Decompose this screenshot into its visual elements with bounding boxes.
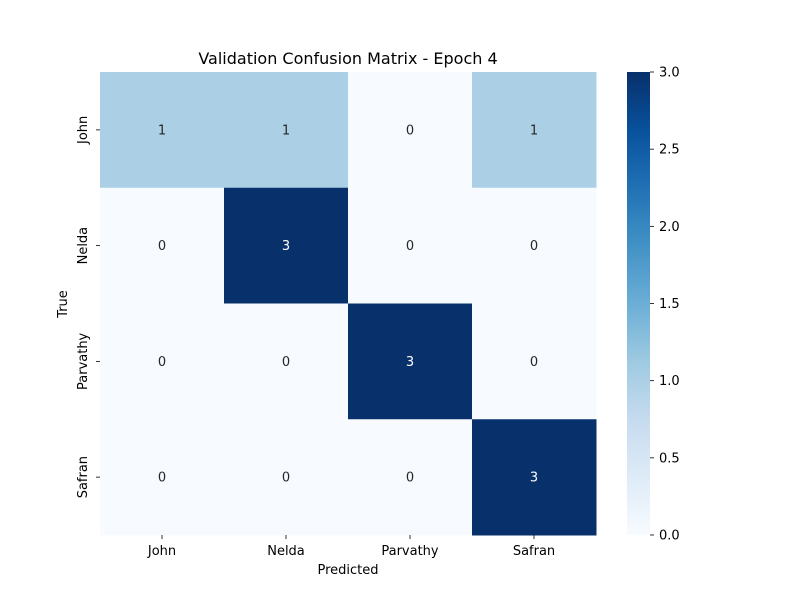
heatmap-cell (472, 72, 597, 189)
cell-value-label: 0 (406, 471, 414, 486)
cell-value-label: 3 (530, 471, 538, 486)
heatmap-cell (100, 72, 225, 189)
cell-value-label: 0 (406, 123, 414, 138)
colorbar-tick-label: 1.0 (659, 374, 680, 389)
colorbar-tick-label: 0.0 (659, 529, 680, 544)
colorbar-tick-label: 3.0 (659, 66, 680, 81)
cell-value-label: 0 (530, 355, 538, 370)
y-axis-label: True (56, 290, 71, 319)
x-tick-label: John (147, 544, 176, 559)
y-tick-label: Safran (76, 456, 91, 498)
x-tick-label: Nelda (267, 544, 305, 559)
colorbar-tick-label: 0.5 (659, 451, 680, 466)
cell-value-label: 3 (282, 239, 290, 254)
chart-title: Validation Confusion Matrix - Epoch 4 (198, 49, 497, 68)
cell-value-label: 1 (282, 123, 290, 138)
heatmap-cell (472, 187, 597, 304)
heatmap-cell (100, 303, 225, 420)
heatmap-cell (348, 303, 473, 420)
heatmap-cell (224, 72, 349, 189)
cell-value-label: 0 (158, 239, 166, 254)
cell-value-label: 0 (158, 471, 166, 486)
y-tick-label: Parvathy (76, 332, 91, 390)
heatmap-cell (472, 419, 597, 536)
colorbar: 0.0 0.5 1.0 1.5 2.0 2.5 3.0 (627, 66, 680, 544)
colorbar-tick-label: 2.0 (659, 220, 680, 235)
heatmap-cells: 1 1 0 1 0 3 0 0 0 0 3 0 0 0 0 3 (100, 72, 597, 536)
cell-value-label: 0 (282, 471, 290, 486)
heatmap-cell (348, 419, 473, 536)
heatmap-cell (224, 187, 349, 304)
y-tick-label: John (76, 116, 91, 145)
heatmap-cell (348, 187, 473, 304)
cell-value-label: 0 (406, 239, 414, 254)
cell-value-label: 1 (158, 123, 166, 138)
colorbar-tick-label: 2.5 (659, 143, 680, 158)
heatmap-cell (100, 419, 225, 536)
x-tick-label: Parvathy (381, 544, 439, 559)
cell-value-label: 1 (530, 123, 538, 138)
colorbar-tick-label: 1.5 (659, 297, 680, 312)
cell-value-label: 0 (530, 239, 538, 254)
x-axis-label: Predicted (317, 563, 378, 578)
cell-value-label: 0 (158, 355, 166, 370)
heatmap-cell (224, 419, 349, 536)
cell-value-label: 3 (406, 355, 414, 370)
x-tick-label: Safran (513, 544, 555, 559)
heatmap-cell (224, 303, 349, 420)
y-tick-label: Nelda (76, 227, 91, 265)
colorbar-gradient (627, 72, 650, 535)
heatmap-cell (348, 72, 473, 189)
heatmap-cell (472, 303, 597, 420)
heatmap-cell (100, 187, 225, 304)
y-axis-ticks: John Nelda Parvathy Safran (76, 116, 100, 498)
x-axis-ticks: John Nelda Parvathy Safran (147, 535, 555, 559)
cell-value-label: 0 (282, 355, 290, 370)
